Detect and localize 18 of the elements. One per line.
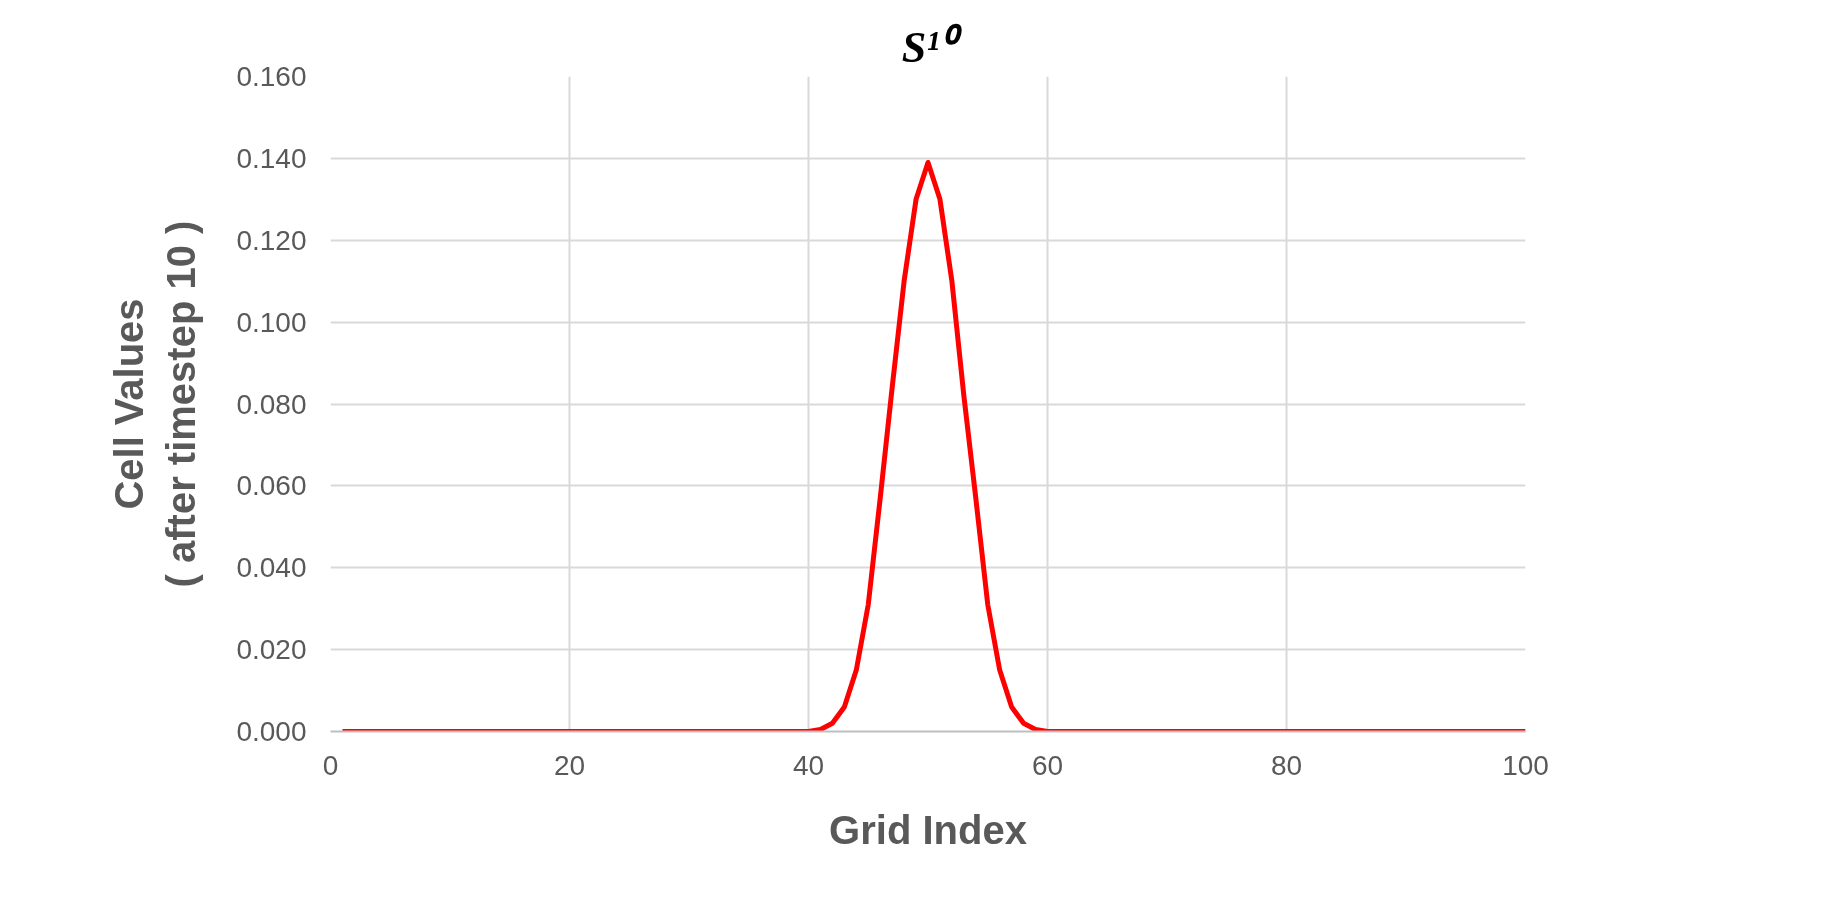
y-tick-label: 0.160 bbox=[236, 61, 307, 92]
x-tick-label: 40 bbox=[792, 749, 825, 781]
y-tick-label: 0.100 bbox=[236, 306, 307, 338]
y-tick-label: 0.000 bbox=[236, 716, 307, 747]
x-tick-label: 80 bbox=[1270, 749, 1303, 781]
y-tick-label: 0.020 bbox=[236, 634, 307, 666]
y-tick-label: 0.060 bbox=[236, 470, 307, 502]
x-tick-label: 60 bbox=[1031, 749, 1064, 781]
y-tick-label: 0.120 bbox=[236, 224, 307, 256]
y-tick-label: 0.080 bbox=[236, 388, 307, 420]
x-tick-label: 20 bbox=[553, 749, 586, 781]
y-tick-label: 0.140 bbox=[236, 142, 307, 174]
y-axis-title: Cell Values ( after timestep 10 ) bbox=[106, 220, 204, 588]
x-tick-label: 100 bbox=[1502, 749, 1549, 781]
x-tick-label: 0 bbox=[322, 749, 339, 781]
y-tick-label: 0.040 bbox=[236, 552, 307, 584]
x-axis-title: Grid Index bbox=[829, 807, 1027, 852]
chart-title: S¹⁰ bbox=[901, 22, 964, 72]
